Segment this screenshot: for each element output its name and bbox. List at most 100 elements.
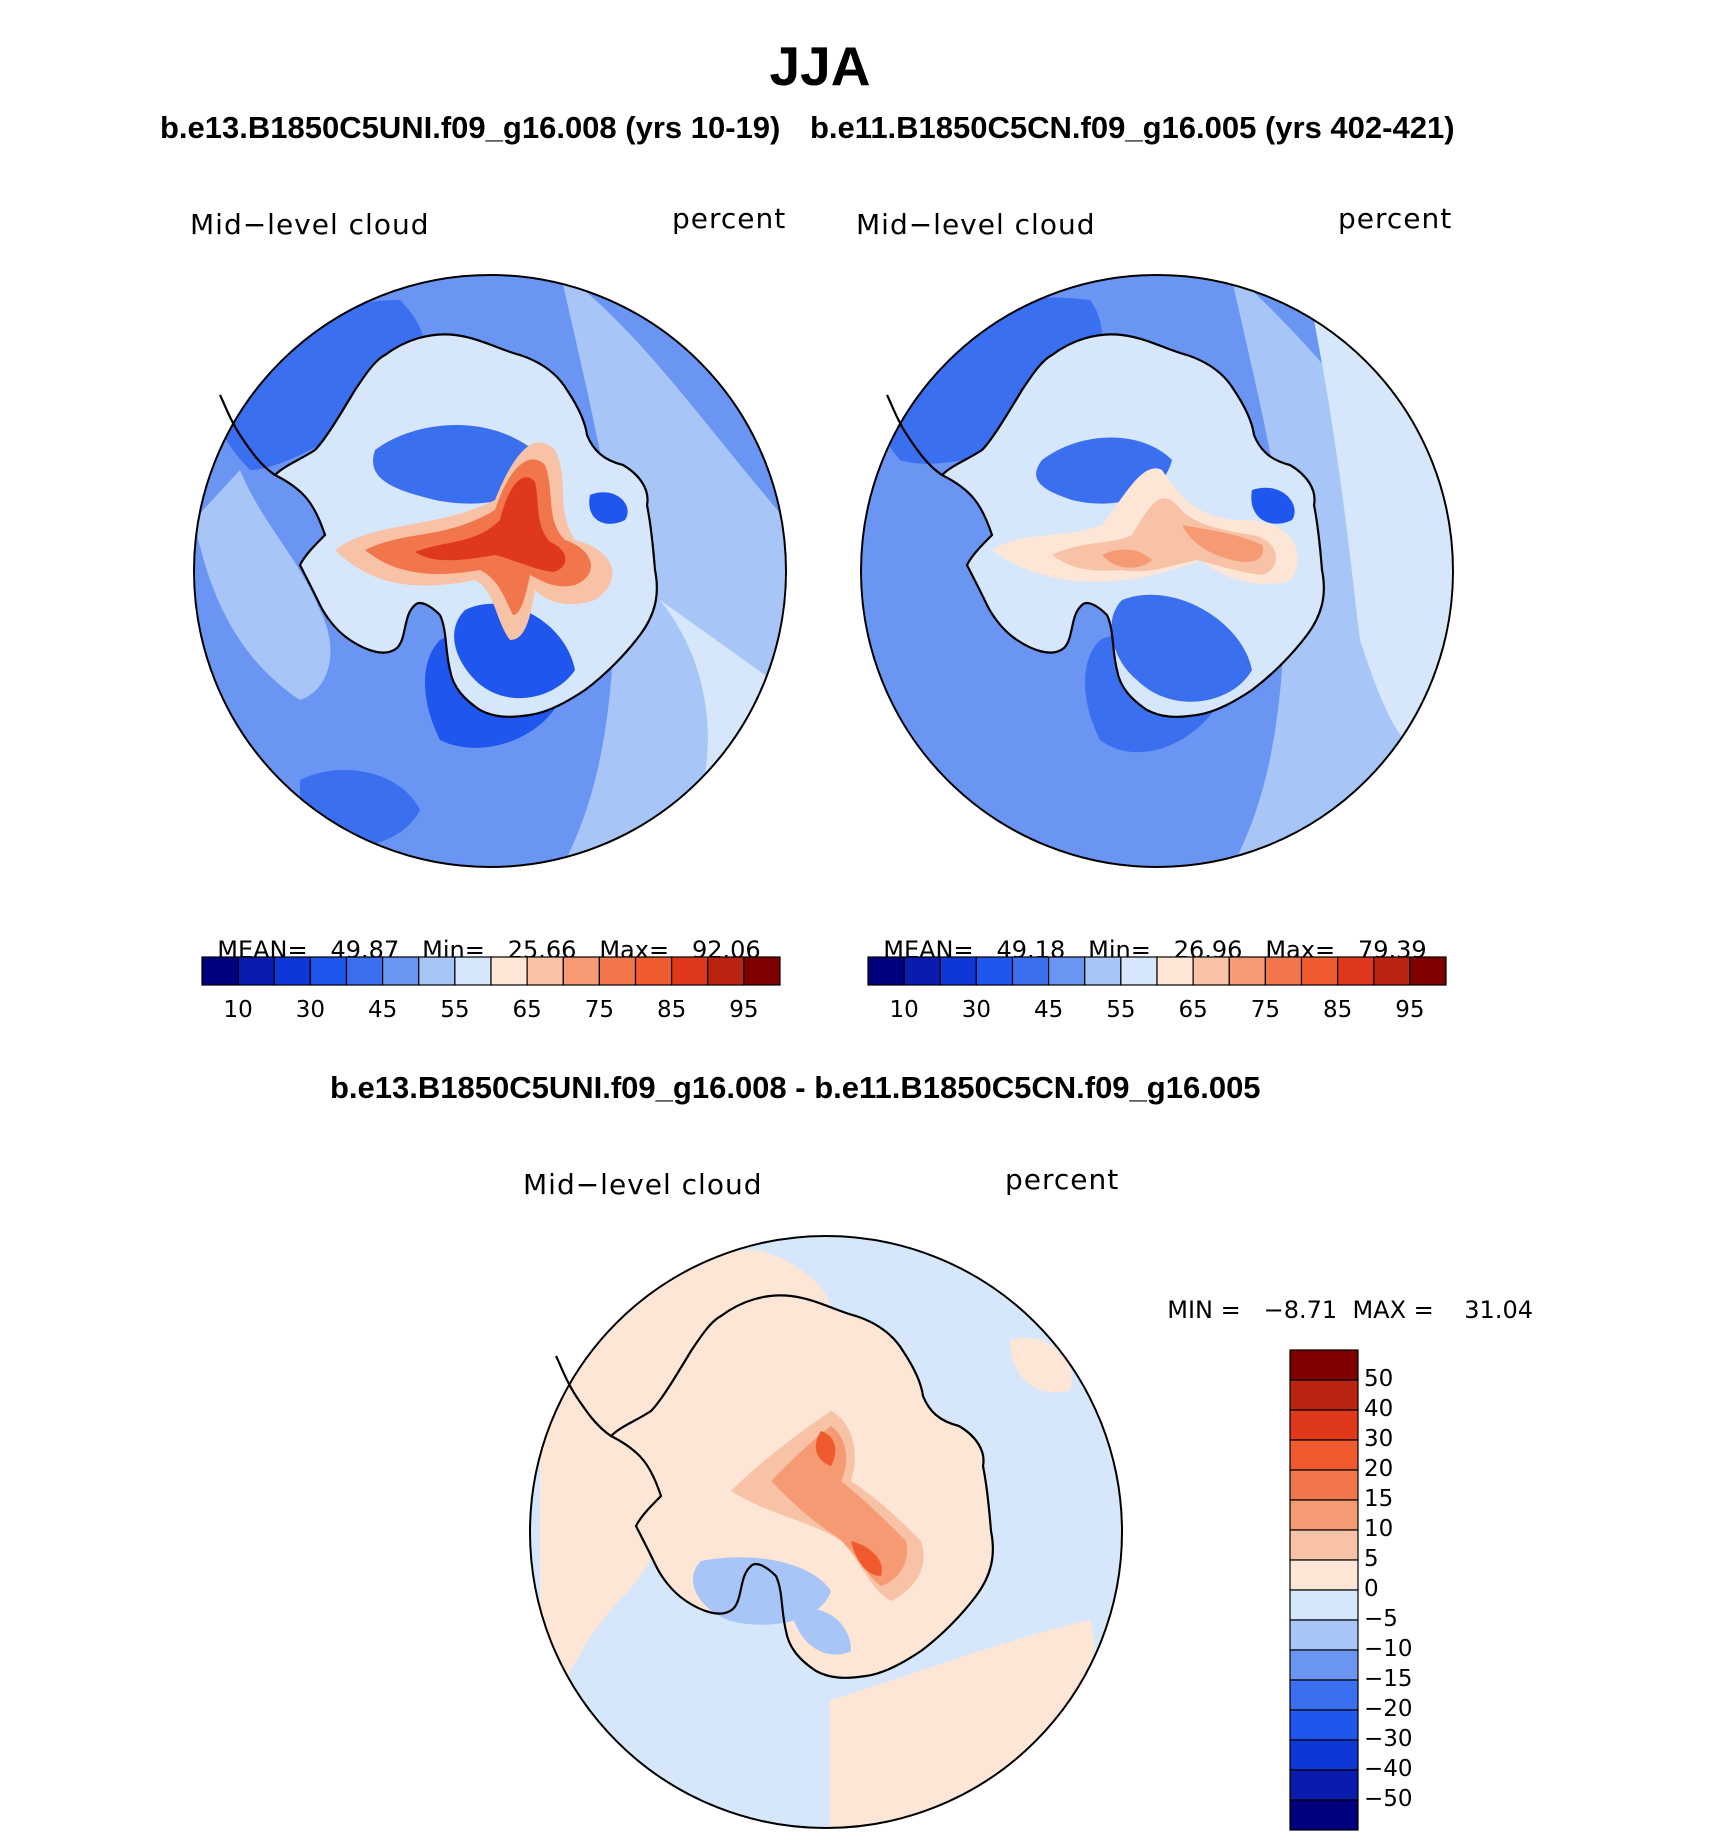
case2-colorbar-tick-label: 85	[1322, 997, 1353, 1023]
case2-colorbar-swatch	[1373, 956, 1411, 986]
diff-max-value: 31.04	[1464, 1296, 1533, 1324]
case1-colorbar-tick-label: 75	[584, 997, 615, 1023]
case1-colorbar-swatch	[707, 956, 745, 986]
case2-ant-warm-3	[1182, 525, 1263, 562]
diff-colorbar	[1289, 1349, 1359, 1831]
case1-ant-blue-ne	[589, 492, 628, 524]
figure-title: JJA	[769, 35, 871, 97]
diff-ant-warm-4	[851, 1541, 882, 1576]
case2-map-border	[860, 274, 1454, 868]
case2-colorbar-swatch	[867, 956, 905, 986]
diff-colorbar-tick-label: −15	[1364, 1666, 1413, 1692]
case2-colorbar-tick-label: 75	[1250, 997, 1281, 1023]
case1-colorbar-tick-label: 55	[440, 997, 470, 1023]
diff-colorbar-swatch	[1289, 1649, 1359, 1681]
diff-max-label: MAX =	[1352, 1296, 1434, 1324]
case1-colorbar-swatch	[237, 956, 275, 986]
diff-colorbar-tick-label: 5	[1364, 1546, 1379, 1572]
diff-colorbar-swatch	[1289, 1409, 1359, 1441]
case1-colorbar-tick-label: 45	[367, 997, 398, 1023]
case1-variable-label: Mid−level cloud	[190, 208, 430, 241]
diff-map	[529, 1235, 1123, 1829]
case1-colorbar-swatch	[382, 956, 420, 986]
case1-colorbar-swatch	[309, 956, 348, 986]
case2-colorbar-tick-label: 10	[889, 997, 919, 1023]
case1-ant-blue-south	[454, 603, 575, 699]
diff-colorbar-swatch	[1289, 1589, 1359, 1621]
diff-field-warm-ne	[1010, 1338, 1072, 1393]
diff-colorbar-swatch	[1289, 1379, 1359, 1411]
case2-ant-warm-4	[1102, 549, 1152, 568]
diff-variable-label: Mid−level cloud	[523, 1168, 763, 1201]
diff-title: b.e13.B1850C5UNI.f09_g16.008 - b.e11.B18…	[330, 1070, 1261, 1105]
case1-colorbar-swatch	[418, 956, 456, 986]
diff-colorbar-tick-label: −30	[1364, 1726, 1413, 1752]
case1-colorbar-swatch	[634, 956, 673, 986]
case1-map-border	[193, 274, 787, 868]
case2-colorbar-swatch	[1264, 956, 1303, 986]
case2-colorbar	[867, 956, 1447, 986]
case1-colorbar-tick-label: 95	[729, 997, 759, 1023]
case2-ant-blue-ne	[1251, 487, 1295, 524]
case2-colorbar-swatch	[939, 956, 977, 986]
case2-colorbar-tick-label: 95	[1395, 997, 1425, 1023]
diff-min-value: −8.71	[1263, 1296, 1338, 1324]
diff-colorbar-swatch	[1289, 1709, 1359, 1741]
diff-stats: MIN = −8.71 MAX = 31.04	[1152, 1268, 1533, 1324]
case1-ant-warm-3	[415, 477, 566, 572]
diff-colorbar-swatch	[1289, 1769, 1359, 1801]
case1-colorbar-tick-label: 30	[295, 997, 326, 1023]
diff-colorbar-swatch	[1289, 1469, 1359, 1501]
case2-colorbar-tick-label: 65	[1178, 997, 1208, 1023]
case1-colorbar	[201, 956, 781, 986]
case2-colorbar-swatch	[1409, 956, 1447, 986]
case2-ant-blue-south	[1111, 594, 1252, 702]
case1-units-label: percent	[672, 202, 787, 235]
case2-field-lightest-east	[1310, 300, 1453, 780]
case2-colorbar-tick-label: 45	[1033, 997, 1064, 1023]
diff-units-label: percent	[1005, 1163, 1120, 1196]
diff-colorbar-swatch	[1289, 1349, 1359, 1381]
diff-colorbar-tick-label: −40	[1364, 1756, 1413, 1782]
diff-colorbar-swatch	[1289, 1619, 1359, 1651]
diff-colorbar-swatch	[1289, 1799, 1359, 1831]
case2-colorbar-swatch	[1120, 956, 1158, 986]
diff-colorbar-tick-label: 0	[1364, 1576, 1379, 1602]
diff-colorbar-tick-label: 15	[1364, 1486, 1394, 1512]
diff-ant-warm-2	[771, 1426, 907, 1586]
diff-colorbar-tick-label: −10	[1364, 1636, 1413, 1662]
diff-colorbar-swatch	[1289, 1499, 1359, 1531]
diff-min-label: MIN =	[1167, 1296, 1241, 1324]
diff-colorbar-swatch	[1289, 1439, 1359, 1471]
case1-colorbar-swatch	[345, 956, 384, 986]
diff-ant-blue-1	[692, 1557, 831, 1625]
case2-colorbar-swatch	[1156, 956, 1194, 986]
diff-colorbar-tick-label: −50	[1364, 1786, 1413, 1812]
diff-colorbar-tick-label: −5	[1364, 1606, 1398, 1632]
case2-colorbar-tick-label: 55	[1106, 997, 1136, 1023]
case1-colorbar-tick-label: 65	[512, 997, 542, 1023]
case1-colorbar-swatch	[598, 956, 637, 986]
diff-colorbar-swatch	[1289, 1679, 1359, 1711]
diff-colorbar-swatch	[1289, 1529, 1359, 1561]
case1-map	[193, 274, 787, 868]
case2-colorbar-swatch	[1048, 956, 1086, 986]
diff-colorbar-tick-label: 50	[1364, 1366, 1394, 1392]
case2-colorbar-swatch	[1337, 956, 1375, 986]
case2-colorbar-swatch	[1228, 956, 1266, 986]
case2-colorbar-swatch	[903, 956, 941, 986]
case1-colorbar-swatch	[454, 956, 492, 986]
case1-colorbar-swatch	[201, 956, 239, 986]
diff-colorbar-swatch	[1289, 1559, 1359, 1591]
diff-colorbar-tick-label: 20	[1364, 1456, 1394, 1482]
case1-colorbar-swatch	[273, 956, 311, 986]
diff-colorbar-tick-label: 10	[1364, 1516, 1394, 1542]
case2-title: b.e11.B1850C5CN.f09_g16.005 (yrs 402-421…	[810, 110, 1455, 145]
case1-title: b.e13.B1850C5UNI.f09_g16.008 (yrs 10-19)	[160, 110, 781, 145]
case1-colorbar-swatch	[490, 956, 528, 986]
case1-field-lighter-west	[194, 470, 331, 700]
diff-ant-blue-2	[791, 1608, 851, 1655]
case1-colorbar-swatch	[526, 956, 564, 986]
case2-map	[860, 274, 1454, 868]
